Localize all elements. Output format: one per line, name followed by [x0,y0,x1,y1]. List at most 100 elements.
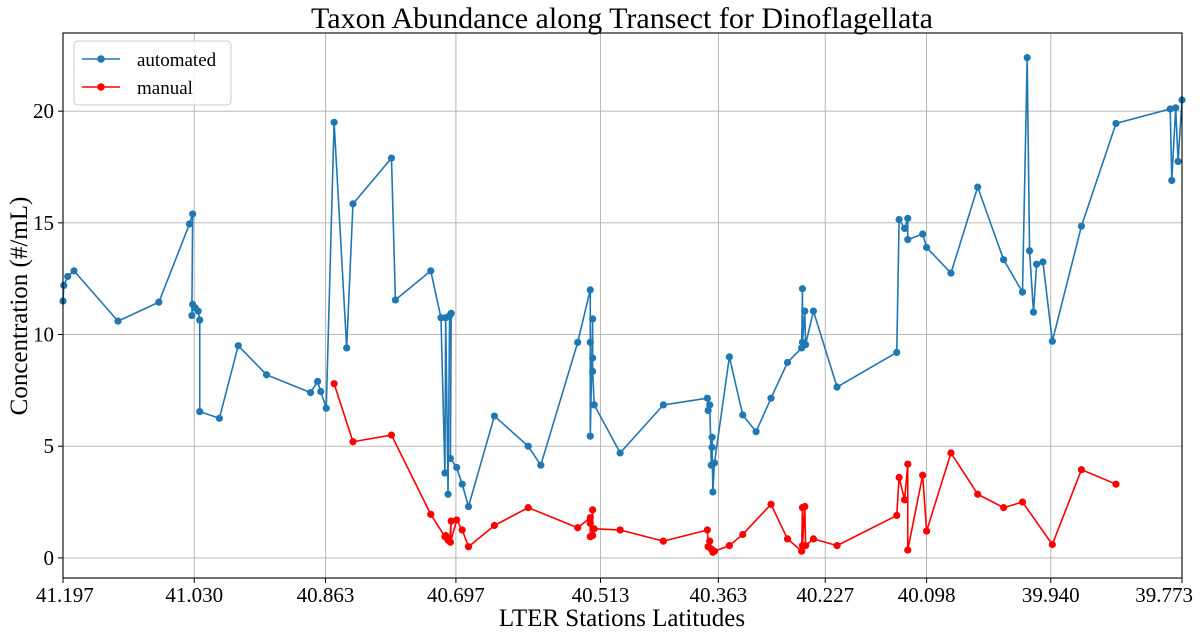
data-point-automated [453,463,461,472]
data-point-automated [801,340,810,349]
data-point-manual [919,471,927,479]
data-point-manual [725,542,733,550]
data-point-automated [586,338,594,346]
series-automated [59,53,1186,511]
data-point-automated [60,281,68,289]
data-point-automated [387,154,396,162]
data-point-manual [893,511,901,520]
data-point-manual [1077,466,1086,474]
data-point-automated [1029,308,1038,316]
data-point-automated [524,442,532,450]
data-point-manual [1112,480,1120,488]
data-point-manual [1018,498,1027,506]
data-point-manual [490,521,499,530]
data-point-manual [589,506,597,514]
data-point-automated [893,348,901,357]
data-point-manual [710,547,719,555]
data-point-manual [739,530,747,539]
data-point-manual [923,527,931,535]
data-point-manual [706,537,714,545]
series-layer [59,53,1186,556]
data-point-automated [589,354,597,362]
data-point-automated [901,224,909,233]
data-point-automated [752,428,760,436]
data-point-automated [589,315,597,323]
data-point-automated [586,432,594,440]
data-point-automated [1172,104,1180,112]
data-point-manual [447,517,455,525]
data-point-automated [1168,176,1176,185]
data-point-manual [659,537,667,545]
data-point-automated [1166,105,1174,113]
data-point-automated [706,401,714,409]
data-point-automated [710,459,719,467]
data-point-manual [349,438,357,446]
x-axis-label: LTER Stations Latitudes [499,605,745,632]
data-point-automated [447,309,455,317]
data-point-automated [444,490,452,498]
data-point-automated [895,215,903,224]
data-point-manual [767,500,775,508]
series-line-automated [62,56,1183,508]
data-point-manual [453,516,461,524]
data-point-automated [1039,258,1047,266]
data-point-automated [833,383,841,391]
data-point-automated [427,267,435,275]
data-point-automated [739,411,747,419]
series-manual [330,380,1120,556]
data-point-manual [901,496,909,504]
data-point-automated [704,406,712,415]
data-point-automated [703,394,711,402]
data-point-automated [317,387,325,396]
data-point-manual [458,526,466,534]
data-point-manual [330,380,338,388]
data-point-automated [343,344,351,352]
data-point-automated [709,488,717,496]
data-point-manual [801,502,809,511]
data-point-automated [616,449,624,457]
data-point-automated [767,394,775,402]
axis-ticks: 41.197 41.030 40.863 40.697 40.513 40.363 40.2… [33,99,1193,607]
data-point-manual [589,531,597,540]
data-point-automated [1000,256,1008,264]
plot-frame [62,32,1183,579]
data-point-manual [586,519,594,527]
data-point-automated [923,243,931,252]
legend: automated manual [73,40,232,106]
data-point-automated [947,269,955,277]
data-point-manual [464,543,473,551]
y-tick-label: 0 [44,546,55,570]
data-point-automated [1077,222,1086,230]
data-point-automated [904,214,912,222]
legend-label-manual: manual [137,78,193,99]
data-point-manual [895,473,903,482]
x-tick-label: 40.863 [297,583,355,607]
legend-marker-automated [97,55,105,63]
data-point-automated [1025,247,1034,255]
data-point-automated [783,358,792,367]
data-point-automated [114,317,122,325]
data-point-automated [70,267,78,275]
x-tick-label: 40.513 [572,583,630,607]
data-point-automated [64,272,72,281]
data-point-automated [590,401,598,409]
data-point-manual [798,547,806,555]
data-point-automated [194,307,202,315]
x-tick-label: 40.697 [427,583,485,607]
data-point-automated [1112,119,1120,128]
grid-lines [62,33,1183,578]
data-point-manual [387,431,396,439]
data-point-automated [589,367,597,375]
y-tick-label: 5 [44,434,55,458]
data-point-automated [188,311,196,320]
data-point-automated [904,236,912,244]
data-point-manual [1000,504,1008,512]
data-point-automated [234,342,242,350]
data-point-automated [330,118,338,126]
data-point-automated [1048,337,1056,345]
data-point-manual [783,535,792,543]
data-point-automated [464,502,473,511]
legend-marker-manual [97,83,105,91]
data-point-manual [904,460,912,468]
